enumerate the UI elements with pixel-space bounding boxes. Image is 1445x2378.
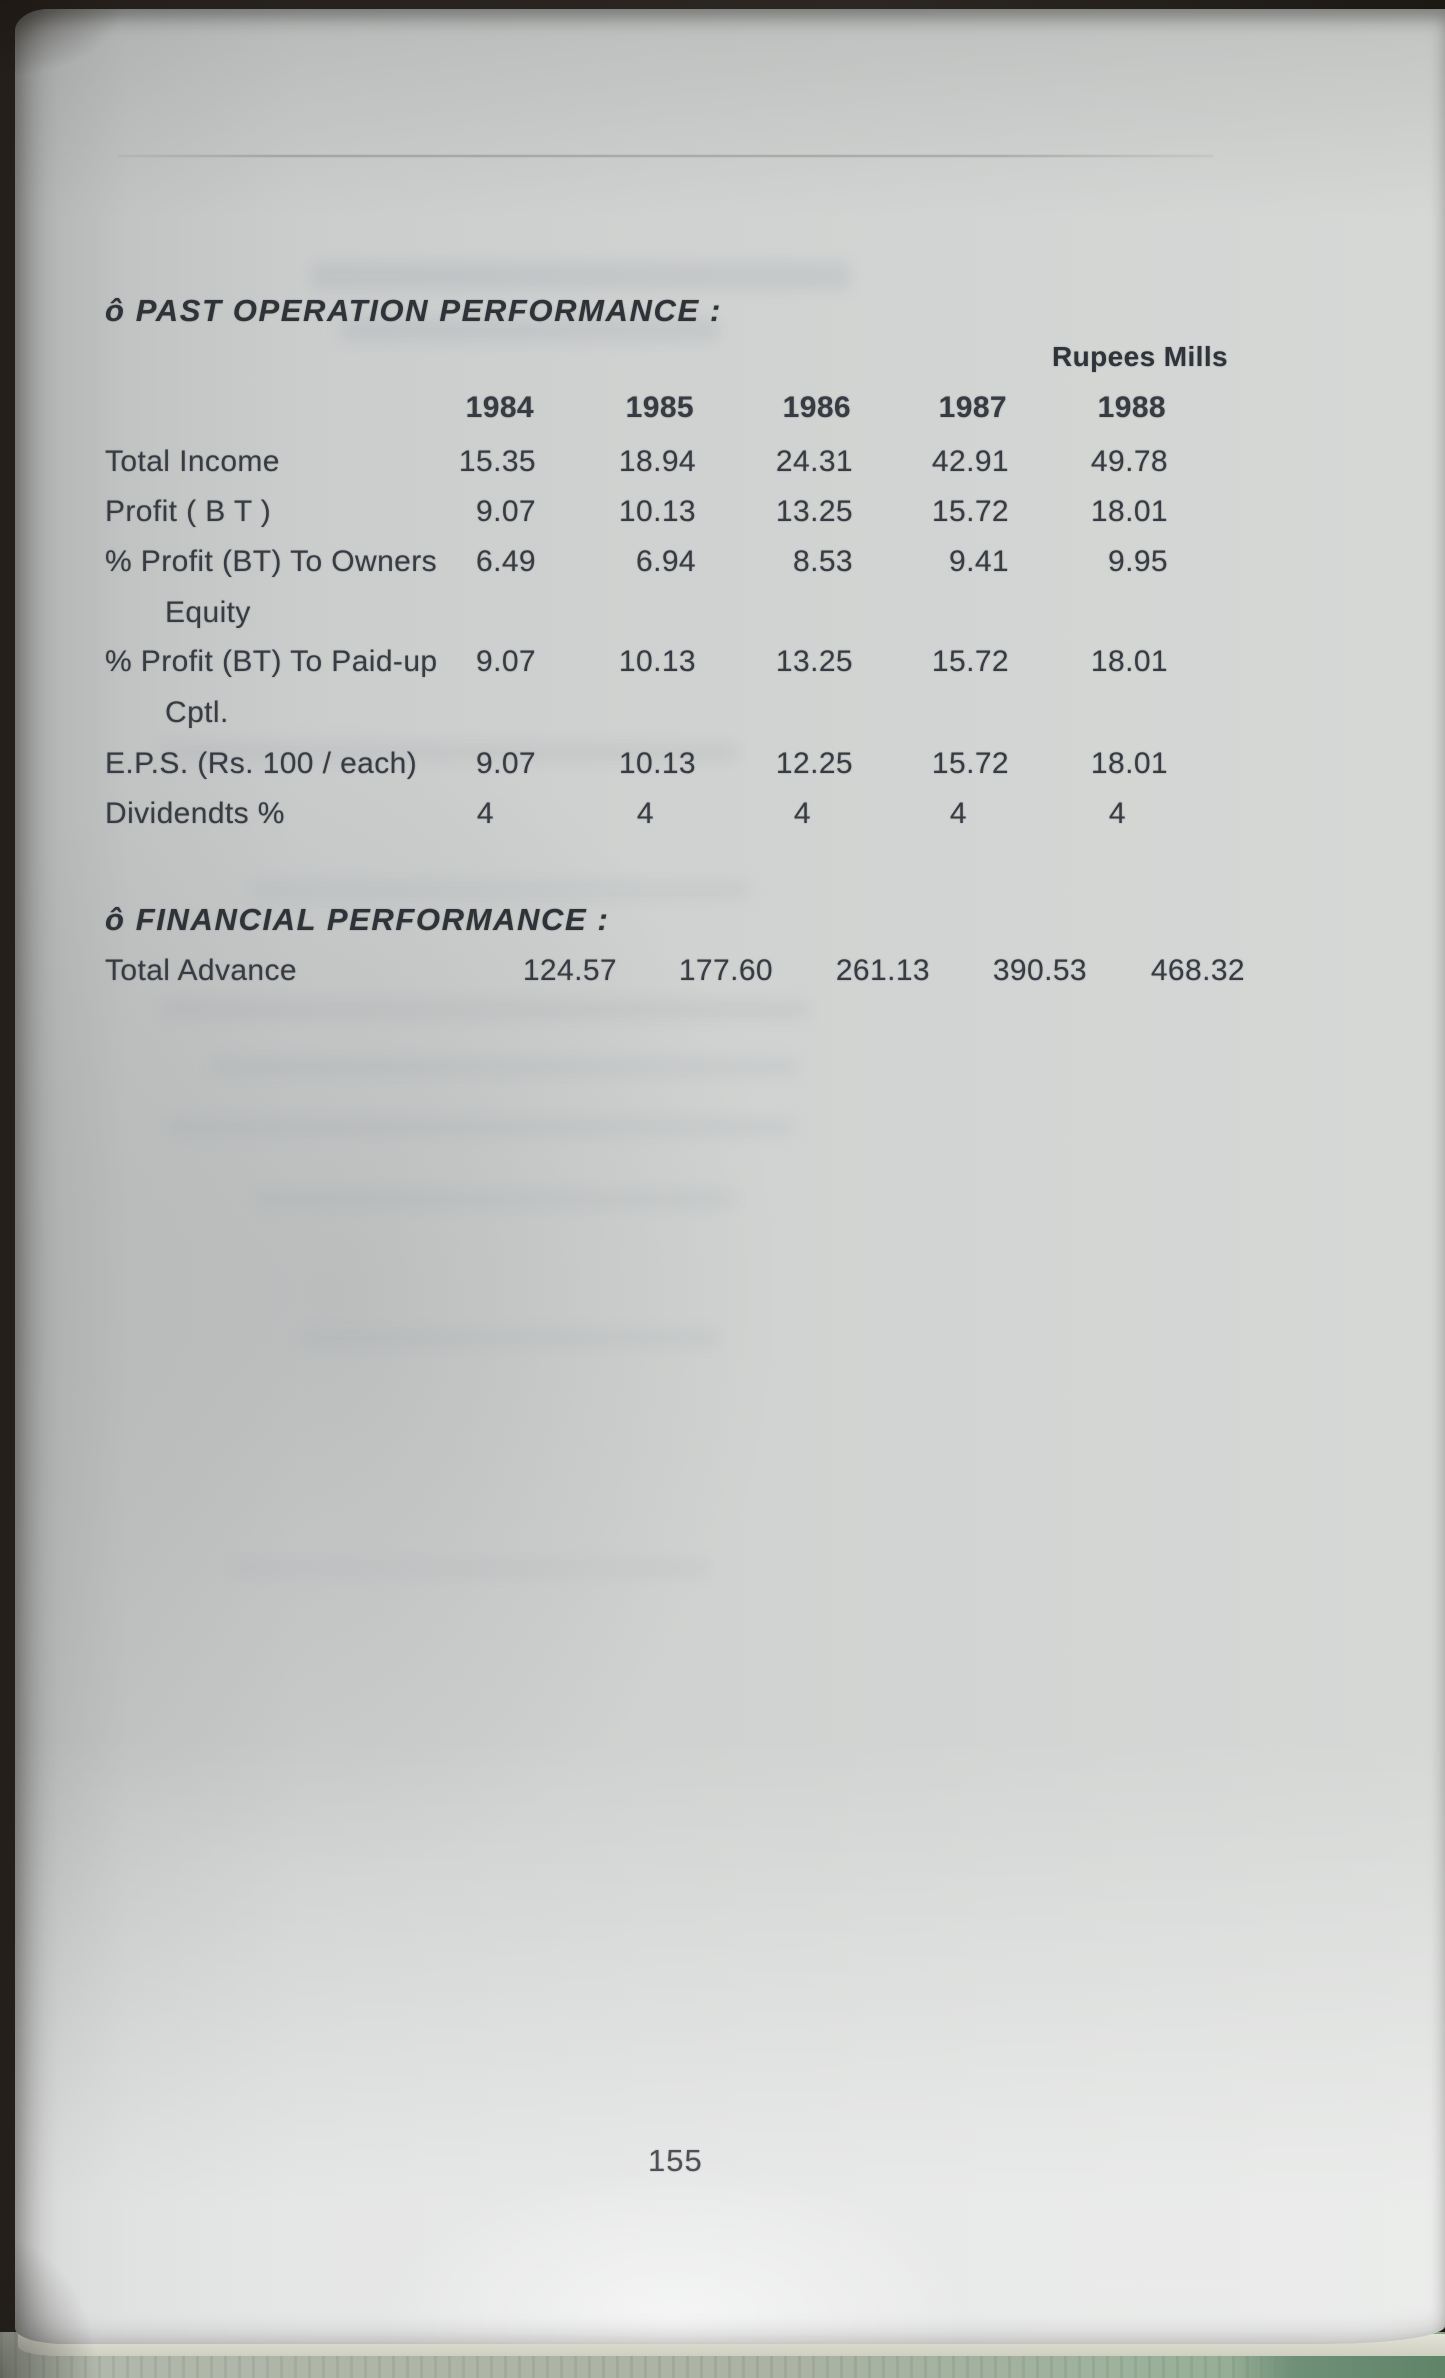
value-cell: 10.13: [618, 645, 696, 678]
year-header-1986: 1986: [782, 391, 851, 424]
scanned-page: [15, 9, 1445, 2344]
ghost-smudge: [160, 1000, 810, 1019]
value-cell: 10.13: [618, 495, 696, 528]
row-label: E.P.S. (Rs. 100 / each): [105, 747, 418, 780]
table-row-total-advance: Total Advance 124.57 177.60 261.13 390.5…: [105, 954, 1249, 988]
value-cell: 9.07: [476, 747, 536, 780]
table-row-profit-owners-equity: % Profit (BT) To Owners 6.49 6.94 8.53 9…: [105, 545, 1172, 579]
value-cell: 15.72: [931, 645, 1009, 678]
row-label-continuation: Cptl.: [165, 696, 229, 729]
value-cell: 12.25: [775, 747, 853, 780]
value-cell: 15.72: [931, 747, 1009, 780]
value-cell: 9.07: [476, 495, 536, 528]
ghost-smudge: [160, 742, 740, 762]
row-label: Profit ( B T ): [105, 495, 272, 528]
year-header-1984: 1984: [465, 391, 534, 424]
row-label: % Profit (BT) To Paid-up: [105, 645, 438, 678]
page-number: 155: [648, 2143, 703, 2178]
unit-label: Rupees Mills: [1052, 341, 1228, 372]
value-cell: 15.72: [931, 495, 1009, 528]
ghost-smudge: [255, 1190, 735, 1208]
ghost-smudge: [210, 1058, 800, 1076]
section-heading-past-operation: ô PAST OPERATION PERFORMANCE :: [105, 293, 722, 328]
value-cell: 177.60: [678, 954, 773, 987]
ghost-smudge: [230, 1560, 710, 1576]
row-label: % Profit (BT) To Owners: [105, 545, 438, 578]
value-cell: 4: [949, 797, 967, 830]
ghost-smudge: [300, 1330, 720, 1346]
value-cell: 18.01: [1090, 747, 1168, 780]
table-row-eps: E.P.S. (Rs. 100 / each) 9.07 10.13 12.25…: [105, 747, 1172, 781]
ghost-smudge: [340, 318, 720, 342]
table-row-total-income: Total Income 15.35 18.94 24.31 42.91 49.…: [105, 445, 1172, 479]
value-cell: 42.91: [931, 445, 1009, 478]
row-label: Total Income: [105, 445, 280, 478]
table-row-profit-paidup-capital: % Profit (BT) To Paid-up 9.07 10.13 13.2…: [105, 645, 1172, 679]
value-cell: 13.25: [775, 645, 853, 678]
value-cell: 124.57: [522, 954, 617, 987]
ghost-smudge: [250, 880, 750, 900]
row-label: Dividendts %: [105, 797, 285, 830]
value-cell: 15.35: [458, 445, 536, 478]
value-cell: 4: [476, 797, 494, 830]
ghost-smudge: [310, 262, 850, 290]
value-cell: 9.95: [1108, 545, 1168, 578]
value-cell: 4: [793, 797, 811, 830]
value-cell: 9.41: [949, 545, 1009, 578]
table-row-dividends: Dividendts % 4 4 4 4 4: [105, 797, 1172, 831]
value-cell: 6.94: [636, 545, 696, 578]
value-cell: 18.01: [1090, 495, 1168, 528]
row-label: Total Advance: [105, 954, 297, 987]
value-cell: 468.32: [1150, 954, 1245, 987]
value-cell: 4: [1108, 797, 1126, 830]
header-rule-line: [118, 155, 1213, 157]
ghost-smudge: [165, 1118, 795, 1136]
value-cell: 18.94: [618, 445, 696, 478]
value-cell: 18.01: [1090, 645, 1168, 678]
value-cell: 6.49: [476, 545, 536, 578]
value-cell: 10.13: [618, 747, 696, 780]
year-header-1985: 1985: [625, 391, 694, 424]
value-cell: 24.31: [775, 445, 853, 478]
year-header-spacer: [105, 391, 415, 425]
value-cell: 13.25: [775, 495, 853, 528]
value-cell: 8.53: [793, 545, 853, 578]
value-cell: 49.78: [1090, 445, 1168, 478]
year-header-1987: 1987: [938, 391, 1007, 424]
year-header-1988: 1988: [1097, 391, 1166, 424]
value-cell: 390.53: [992, 954, 1087, 987]
value-cell: 261.13: [835, 954, 930, 987]
value-cell: 9.07: [476, 645, 536, 678]
year-header-row: 1984 1985 1986 1987 1988: [105, 391, 1172, 425]
section-heading-financial-performance: ô FINANCIAL PERFORMANCE :: [105, 902, 610, 937]
row-label-continuation: Equity: [165, 596, 251, 629]
value-cell: 4: [636, 797, 654, 830]
table-row-profit-bt: Profit ( B T ) 9.07 10.13 13.25 15.72 18…: [105, 495, 1172, 529]
